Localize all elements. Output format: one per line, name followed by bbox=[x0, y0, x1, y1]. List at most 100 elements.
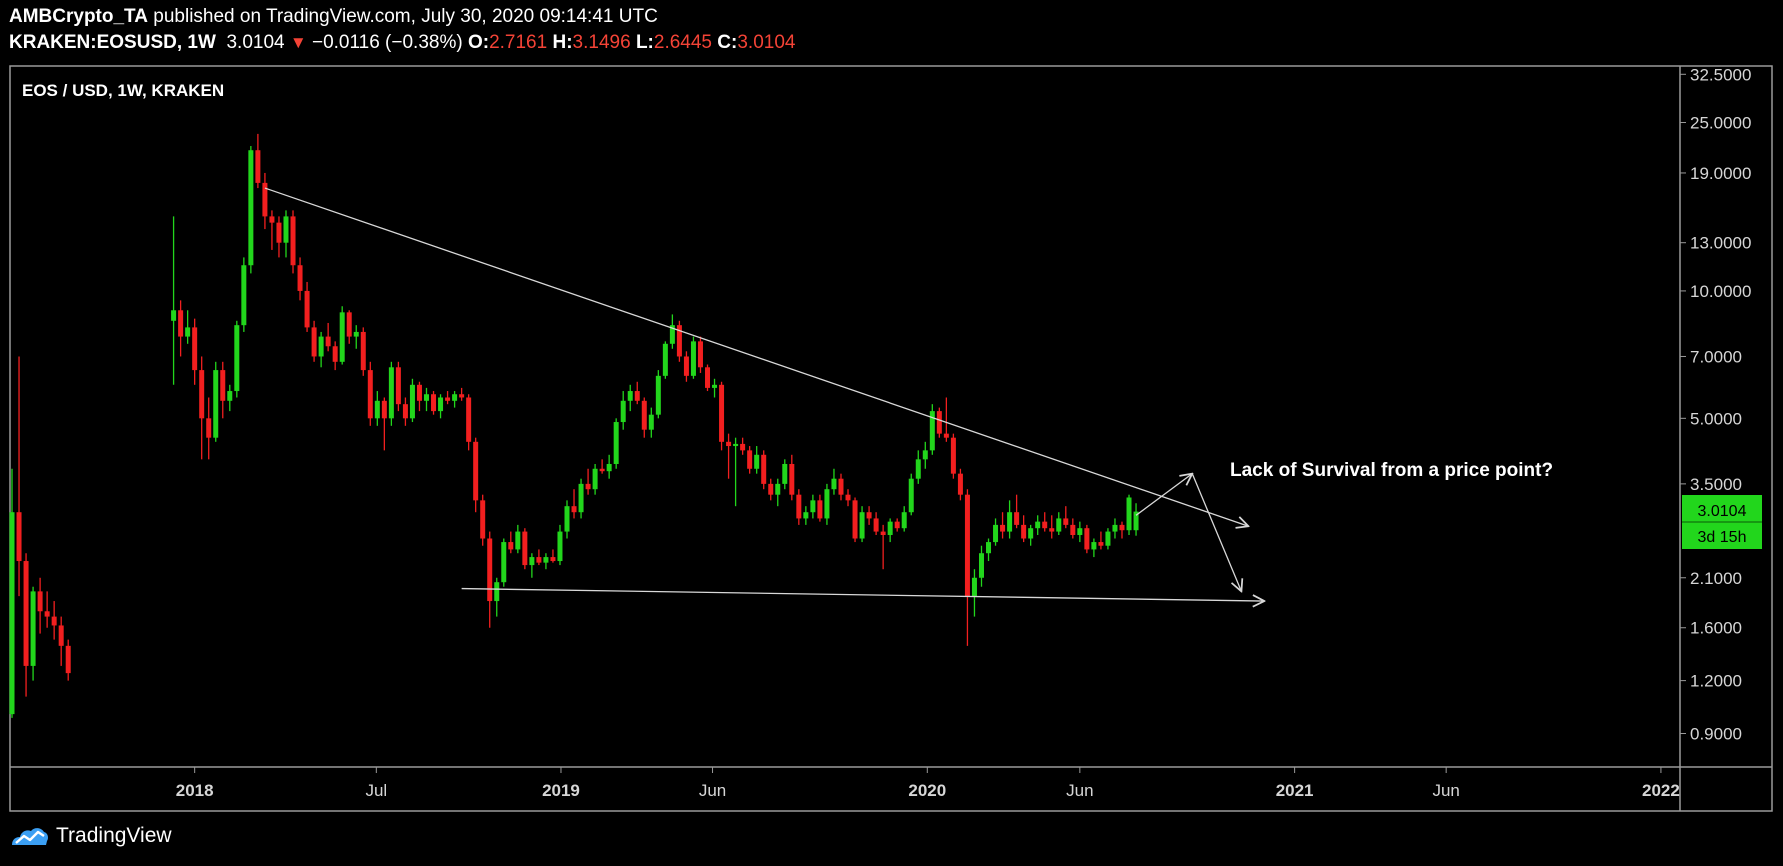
candle-down bbox=[705, 364, 711, 392]
candle-up bbox=[9, 468, 15, 718]
candle-up bbox=[775, 478, 781, 507]
candle-down bbox=[290, 210, 296, 274]
candle-up bbox=[627, 384, 633, 412]
candle-up bbox=[606, 454, 612, 479]
candle-up bbox=[241, 257, 247, 332]
candle-down bbox=[37, 577, 43, 634]
candle-up bbox=[986, 538, 992, 562]
candle-up bbox=[185, 310, 191, 344]
trend-line-3[interactable] bbox=[1135, 474, 1192, 516]
publish-info: AMBCrypto_TA published on TradingView.co… bbox=[9, 6, 658, 28]
candle-down bbox=[1000, 512, 1006, 539]
candle-down bbox=[206, 397, 212, 460]
trend-line-2[interactable] bbox=[461, 587, 1265, 601]
candle-up bbox=[908, 473, 914, 516]
candle-down bbox=[873, 512, 879, 536]
candle-down bbox=[585, 468, 591, 495]
close-label: C: bbox=[717, 32, 738, 53]
candle-down bbox=[1084, 524, 1090, 554]
candle-up bbox=[712, 378, 718, 398]
candle-down bbox=[220, 361, 226, 419]
candle-up bbox=[1028, 524, 1034, 546]
candle-up bbox=[831, 468, 837, 495]
candle-up bbox=[515, 524, 521, 554]
time-tick-label: Jul bbox=[365, 781, 387, 800]
candle-down bbox=[311, 320, 317, 362]
close-value: 3.0104 bbox=[737, 32, 796, 53]
candle-up bbox=[227, 384, 233, 412]
price-tick-label: 13.0000 bbox=[1690, 234, 1751, 253]
candle-down bbox=[866, 506, 872, 525]
candle-down bbox=[599, 459, 605, 474]
candle-up bbox=[901, 506, 907, 532]
price-tick-label: 1.2000 bbox=[1690, 672, 1742, 691]
candle-down bbox=[192, 318, 198, 385]
candle-down bbox=[480, 494, 486, 546]
candle-down bbox=[395, 361, 401, 412]
candle-down bbox=[726, 433, 732, 479]
candle-down bbox=[466, 394, 472, 451]
candle-up bbox=[409, 378, 415, 423]
price-tick-label: 0.9000 bbox=[1690, 724, 1742, 743]
candle-down bbox=[178, 300, 184, 357]
candle-down bbox=[796, 489, 802, 525]
candle-up bbox=[423, 387, 429, 412]
candle-up bbox=[733, 437, 739, 507]
candle-down bbox=[571, 489, 577, 519]
candle-down bbox=[269, 210, 275, 250]
candle-down bbox=[459, 387, 465, 401]
candle-down bbox=[402, 397, 408, 426]
candle-up bbox=[655, 370, 661, 419]
candle-down bbox=[894, 518, 900, 532]
candle-down bbox=[508, 531, 514, 554]
tradingview-brand: TradingView bbox=[56, 824, 172, 847]
candle-down bbox=[950, 433, 956, 479]
candle-up bbox=[1007, 500, 1013, 539]
tradingview-footer[interactable]: TradingView bbox=[10, 824, 172, 848]
published-text: published on TradingView.com, July 30, 2… bbox=[153, 6, 658, 27]
candle-up bbox=[234, 320, 240, 398]
publisher-name[interactable]: AMBCrypto_TA bbox=[9, 6, 148, 27]
price-tick-label: 32.5000 bbox=[1690, 65, 1751, 84]
trend-line-4[interactable] bbox=[1191, 473, 1241, 592]
candle-down bbox=[943, 397, 949, 442]
candle-down bbox=[761, 450, 767, 490]
candle-down bbox=[789, 454, 795, 501]
candle-up bbox=[283, 210, 289, 258]
candle-down bbox=[199, 356, 205, 460]
time-tick-label: 2021 bbox=[1276, 781, 1314, 800]
candle-down bbox=[431, 391, 437, 415]
candles-group bbox=[9, 133, 1139, 718]
candle-down bbox=[641, 397, 647, 438]
time-axis[interactable]: 2018 Jul 2019 Jun 2020 Jun 2021 Jun 2022 bbox=[176, 767, 1680, 800]
candle-up bbox=[810, 494, 816, 519]
candle-down bbox=[957, 468, 963, 501]
candle-down bbox=[65, 639, 71, 681]
candle-down bbox=[634, 381, 640, 405]
candle-up bbox=[353, 325, 359, 349]
candle-up bbox=[438, 394, 444, 419]
price-axis[interactable]: 32.5000 25.0000 19.0000 13.0000 10.0000 7.000… bbox=[1680, 65, 1751, 743]
candle-up bbox=[690, 336, 696, 379]
candle-up bbox=[915, 450, 921, 484]
high-label: H: bbox=[552, 32, 573, 53]
time-tick-label: Jun bbox=[1066, 781, 1093, 800]
candle-down bbox=[1098, 531, 1104, 550]
price-change: −0.0116 (−0.38%) bbox=[311, 32, 463, 53]
candle-up bbox=[782, 459, 788, 490]
candle-down bbox=[1119, 521, 1125, 539]
candle-down bbox=[346, 310, 352, 344]
candle-up bbox=[318, 331, 324, 368]
candle-down bbox=[58, 616, 64, 666]
candle-down bbox=[332, 341, 338, 371]
candle-down bbox=[16, 356, 22, 597]
candle-up bbox=[543, 553, 549, 570]
price-tick-label: 7.0000 bbox=[1690, 347, 1742, 366]
candle-up bbox=[1105, 528, 1111, 550]
last-price-tag-value: 3.0104 bbox=[1698, 503, 1747, 520]
candle-down bbox=[817, 494, 823, 522]
time-tick-label: 2022 bbox=[1642, 781, 1680, 800]
trend-line-1[interactable] bbox=[264, 187, 1249, 526]
candle-up bbox=[501, 538, 507, 587]
